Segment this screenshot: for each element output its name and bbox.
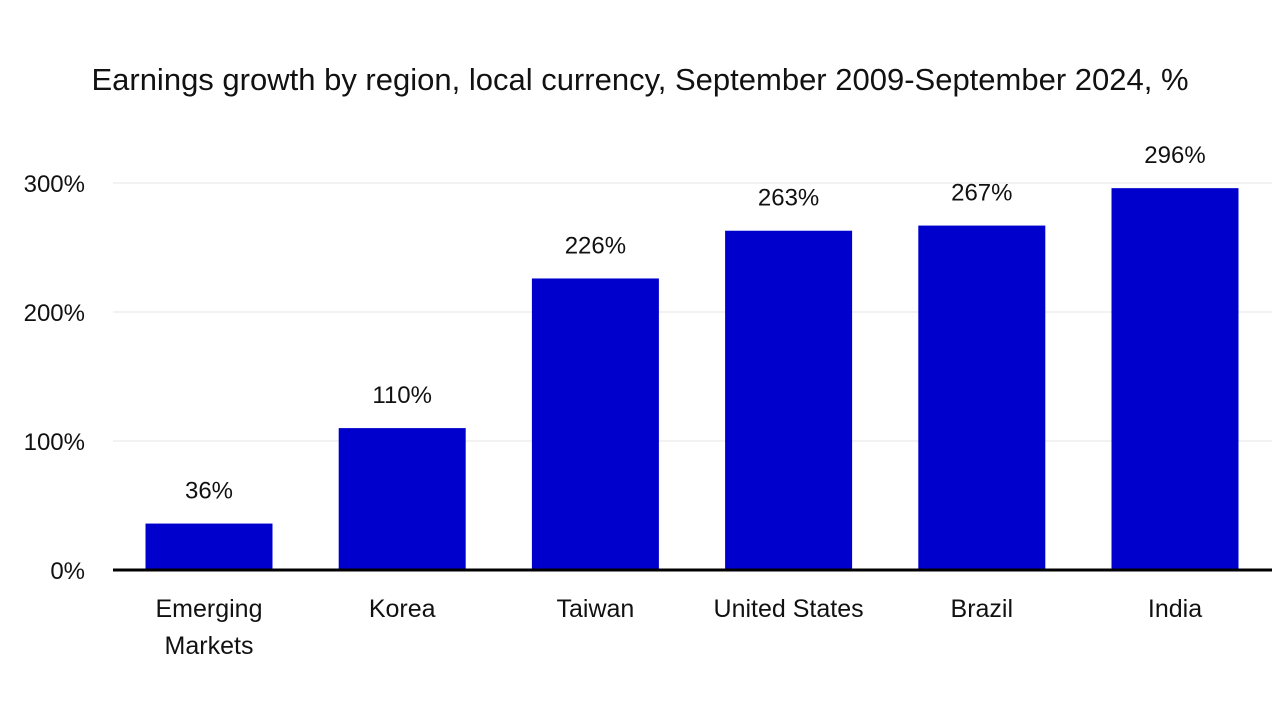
x-tick-label: Korea <box>369 595 436 623</box>
x-tick-label: India <box>1148 595 1202 623</box>
x-tick-label: Brazil <box>951 595 1014 623</box>
bar <box>725 230 853 571</box>
data-label: 263% <box>758 185 819 212</box>
data-label: 226% <box>565 232 626 259</box>
data-label: 296% <box>1144 142 1205 169</box>
data-label: 36% <box>185 478 233 505</box>
data-label: 267% <box>951 180 1012 207</box>
y-tick-label: 0% <box>50 558 85 585</box>
bar <box>338 428 466 570</box>
data-label: 110% <box>372 382 432 409</box>
y-tick-label: 300% <box>24 171 85 198</box>
bar <box>145 523 273 570</box>
y-tick-label: 100% <box>24 429 85 456</box>
bar <box>1111 188 1239 570</box>
x-tick-label: Taiwan <box>556 595 634 623</box>
bar <box>531 278 659 570</box>
y-tick-label: 200% <box>24 300 85 327</box>
chart-title: Earnings growth by region, local currenc… <box>91 62 1189 97</box>
x-tick-label: Emerging Markets <box>156 595 263 660</box>
x-tick-label: United States <box>714 595 864 623</box>
bar <box>918 225 1046 570</box>
